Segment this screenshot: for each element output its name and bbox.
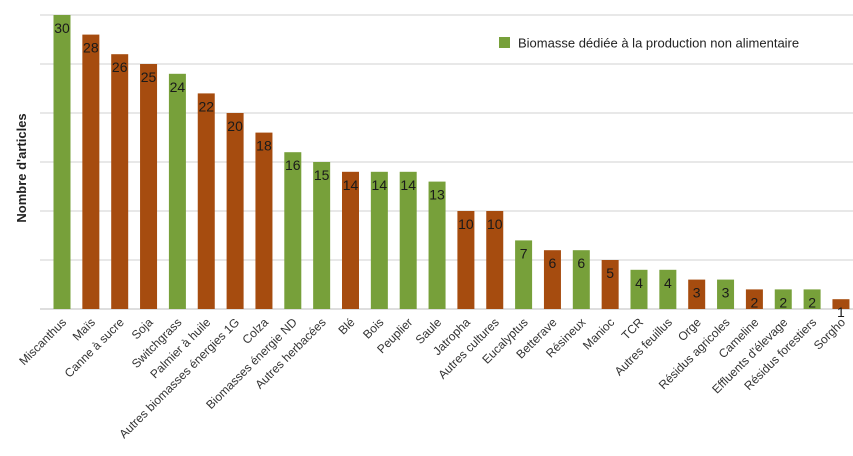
bar [486, 211, 504, 309]
bar [832, 299, 850, 309]
bar [688, 279, 706, 309]
bar-value-label: 5 [606, 265, 614, 281]
bar-value-label: 14 [400, 177, 416, 193]
bar-value-label: 4 [635, 275, 643, 291]
bar-value-label: 13 [429, 187, 445, 203]
x-tick-label: Miscanthus [16, 315, 69, 368]
bar-value-label: 14 [372, 177, 388, 193]
bar [630, 269, 648, 309]
bar [284, 152, 302, 309]
bar [399, 171, 417, 309]
bar-value-label: 25 [141, 69, 157, 85]
bar-value-label: 3 [693, 285, 701, 301]
bar [774, 289, 792, 309]
bar-value-label: 6 [577, 255, 585, 271]
bar [226, 113, 244, 309]
bar [255, 132, 273, 309]
bar-value-label: 16 [285, 157, 301, 173]
bar-value-label: 14 [343, 177, 359, 193]
bar-value-label: 30 [54, 20, 70, 36]
bar [111, 54, 129, 310]
bar [457, 211, 475, 309]
bar [659, 269, 677, 309]
y-axis-label: Nombre d'articles [14, 113, 29, 222]
bar-value-label: 2 [808, 294, 816, 310]
bar [342, 171, 359, 309]
bar [370, 171, 388, 309]
legend-entry: Biomasse dédiée à la production non alim… [518, 36, 799, 51]
bar-value-label: 1 [837, 304, 845, 320]
bar [82, 34, 100, 309]
bar-value-label: 2 [751, 294, 759, 310]
bar [601, 260, 619, 309]
gridlines [40, 14, 853, 261]
x-tick-label: Sorgho [811, 315, 848, 352]
bar-value-label: 2 [779, 294, 787, 310]
bar [197, 93, 215, 310]
bar [803, 289, 821, 309]
x-tick-label: Blé [335, 315, 357, 337]
x-tick-label: Manioc [580, 315, 617, 352]
bar [140, 64, 158, 309]
bar-value-label: 3 [722, 285, 730, 301]
bar [543, 250, 561, 309]
bar-value-label: 7 [520, 245, 528, 261]
bar [313, 162, 331, 309]
bar [168, 73, 186, 309]
bar-value-label: 28 [83, 40, 99, 56]
legend: Biomasse dédiée à la production non alim… [499, 36, 799, 51]
bar-value-label: 10 [458, 216, 474, 232]
bar-value-label: 22 [198, 98, 214, 114]
legend-swatch [499, 37, 510, 48]
bar-value-label: 20 [227, 118, 243, 134]
bar [572, 250, 590, 309]
bar [53, 15, 71, 309]
bar-value-label: 18 [256, 138, 272, 154]
bar-value-label: 4 [664, 275, 672, 291]
bar [515, 240, 533, 309]
bar-value-label: 26 [112, 59, 128, 75]
bar-value-label: 24 [170, 79, 186, 95]
bar [428, 181, 446, 309]
bar-value-label: 10 [487, 216, 503, 232]
bar-value-label: 15 [314, 167, 330, 183]
bar [745, 289, 763, 309]
bar-value-label: 6 [549, 255, 557, 271]
bar [717, 279, 735, 309]
